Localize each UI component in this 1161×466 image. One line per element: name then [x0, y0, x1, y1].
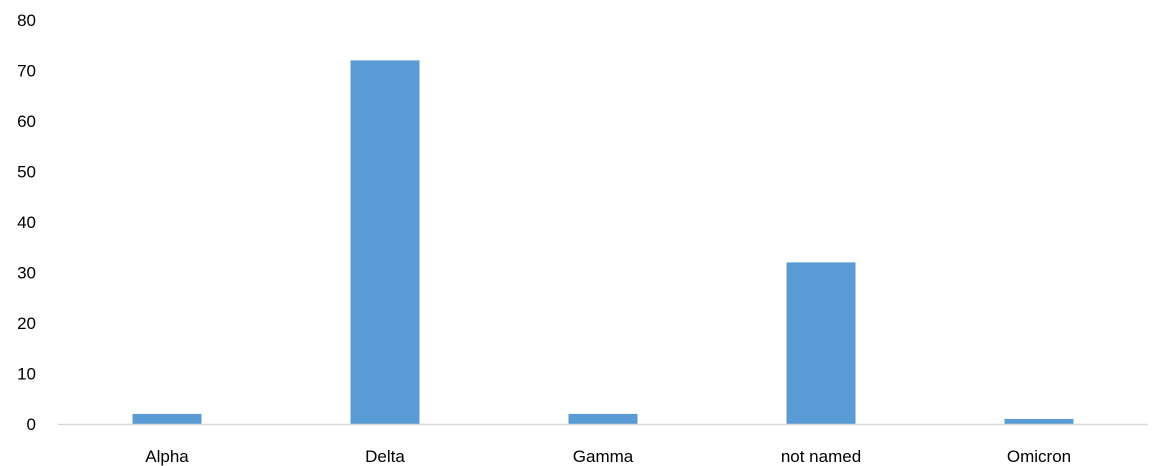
y-tick-label: 0 — [27, 415, 36, 434]
y-tick-label: 80 — [17, 11, 36, 30]
bar-gamma — [568, 413, 638, 424]
x-tick-label: Gamma — [573, 447, 634, 466]
y-tick-label: 40 — [17, 213, 36, 232]
bar-delta — [350, 60, 420, 425]
y-tick-label: 70 — [17, 62, 36, 81]
y-tick-label: 20 — [17, 314, 36, 333]
bar-not-named — [786, 262, 856, 424]
y-axis-tick-labels: 0 10 20 30 40 50 60 70 80 — [17, 11, 36, 434]
y-tick-label: 60 — [17, 112, 36, 131]
x-tick-label: Omicron — [1007, 447, 1071, 466]
y-tick-label: 50 — [17, 163, 36, 182]
bars — [132, 60, 1074, 425]
x-tick-label: Alpha — [145, 447, 189, 466]
x-tick-label: Delta — [365, 447, 405, 466]
y-tick-label: 10 — [17, 365, 36, 384]
bar-omicron — [1004, 418, 1074, 424]
x-tick-label: not named — [781, 447, 861, 466]
x-axis-tick-labels: Alpha Delta Gamma not named Omicron — [145, 447, 1071, 466]
y-tick-label: 30 — [17, 264, 36, 283]
bar-alpha — [132, 413, 202, 424]
